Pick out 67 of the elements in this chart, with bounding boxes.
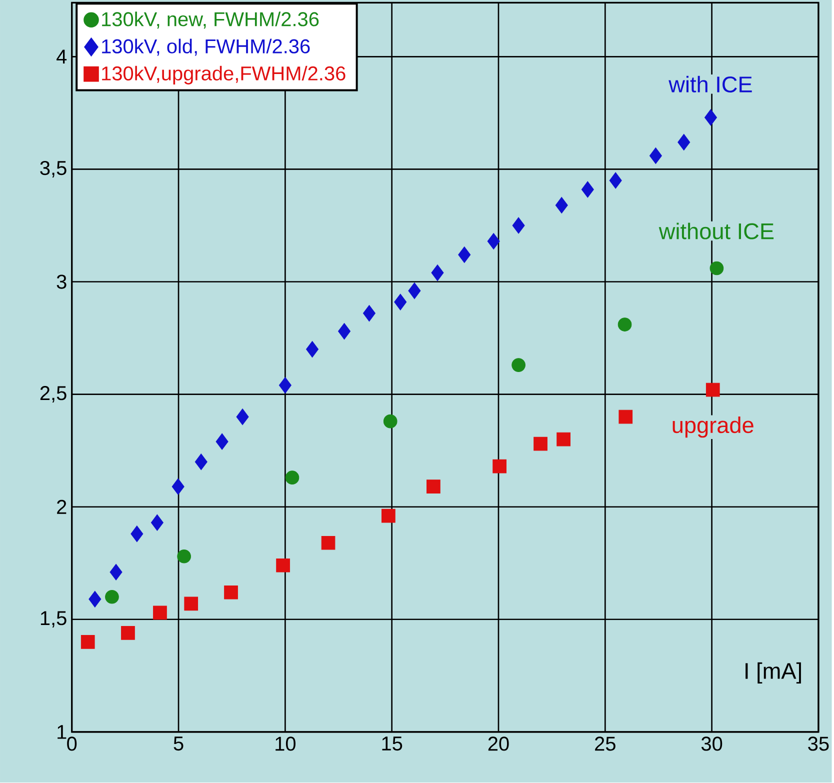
point <box>150 514 164 532</box>
y-tick-label: 2,5 <box>40 386 66 403</box>
x-tick-label: 0 <box>67 736 77 752</box>
point <box>121 626 135 640</box>
point <box>110 564 122 581</box>
y-tick-label: 3 <box>56 274 66 290</box>
point <box>704 109 717 126</box>
point <box>431 264 444 282</box>
x-tick-label: 10 <box>276 736 296 752</box>
point <box>556 432 570 446</box>
point <box>88 591 102 608</box>
legend-label: 130kV, old, FWHM/2.36 <box>102 38 310 56</box>
point <box>581 181 594 198</box>
point <box>487 233 500 250</box>
point <box>278 377 292 394</box>
point <box>512 358 526 372</box>
x-axis-title: I [mA] <box>746 662 801 684</box>
point <box>172 478 184 496</box>
point <box>177 550 191 564</box>
point <box>618 318 632 332</box>
point <box>609 172 622 189</box>
point <box>555 197 568 214</box>
point <box>408 282 421 300</box>
point <box>338 323 351 340</box>
y-tick-label: 1 <box>58 725 66 740</box>
point <box>153 606 167 620</box>
x-tick-label: 15 <box>382 736 402 751</box>
point <box>306 341 319 358</box>
point <box>706 383 720 397</box>
legend-label: 130kV, new, FWHM/2.36 <box>102 12 319 29</box>
annotation: upgrade <box>672 416 754 438</box>
point <box>383 414 398 428</box>
point <box>224 586 238 600</box>
x-tick-label: 25 <box>595 736 616 752</box>
point <box>105 590 119 604</box>
point <box>678 134 690 151</box>
point <box>394 294 407 311</box>
x-tick-label: 35 <box>808 736 829 752</box>
y-tick-label: 2 <box>57 500 66 514</box>
annotation: without ICE <box>658 222 774 240</box>
point <box>710 262 724 276</box>
x-tick-label: 30 <box>701 736 722 752</box>
x-tick-label: 20 <box>488 736 509 752</box>
point <box>276 558 290 573</box>
x-tick-label: 5 <box>174 736 184 751</box>
point <box>236 408 249 426</box>
point <box>426 480 440 494</box>
point <box>649 148 662 164</box>
y-tick-label: 1,5 <box>40 611 66 628</box>
point <box>130 526 144 542</box>
point <box>512 217 525 234</box>
point <box>382 509 396 524</box>
point <box>80 635 95 650</box>
legend-label: 130kV,upgrade,FWHM/2.36 <box>102 66 346 85</box>
point <box>321 536 336 550</box>
y-tick-label: 4 <box>56 50 67 64</box>
point <box>618 410 633 424</box>
annotation: with ICE <box>668 76 752 93</box>
point <box>285 470 300 485</box>
point <box>216 434 228 450</box>
y-tick-label: 3,5 <box>40 161 66 178</box>
point <box>362 305 376 322</box>
point <box>492 460 506 474</box>
point <box>194 454 208 470</box>
point <box>534 437 548 451</box>
point <box>184 596 198 611</box>
point <box>458 246 471 264</box>
